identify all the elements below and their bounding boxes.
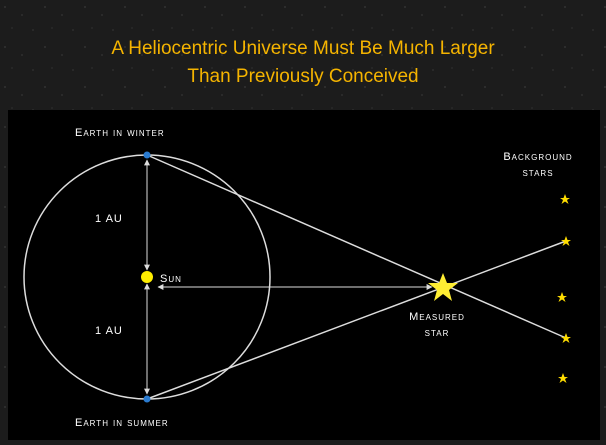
label: Sun bbox=[160, 273, 182, 285]
label: Earth in summer bbox=[75, 417, 169, 429]
label: star bbox=[425, 327, 450, 339]
earth bbox=[144, 396, 151, 403]
label: Measured bbox=[409, 311, 465, 323]
label: Background bbox=[503, 151, 572, 163]
sun bbox=[141, 271, 153, 283]
label: 1 AU bbox=[95, 213, 123, 225]
label: stars bbox=[522, 167, 553, 179]
earth bbox=[144, 152, 151, 159]
title-line: Than Previously Conceived bbox=[187, 66, 418, 87]
label: 1 AU bbox=[95, 325, 123, 337]
slide: A Heliocentric Universe Must Be Much Lar… bbox=[0, 0, 606, 445]
title-line: A Heliocentric Universe Must Be Much Lar… bbox=[111, 38, 495, 59]
label: Earth in winter bbox=[75, 127, 165, 139]
